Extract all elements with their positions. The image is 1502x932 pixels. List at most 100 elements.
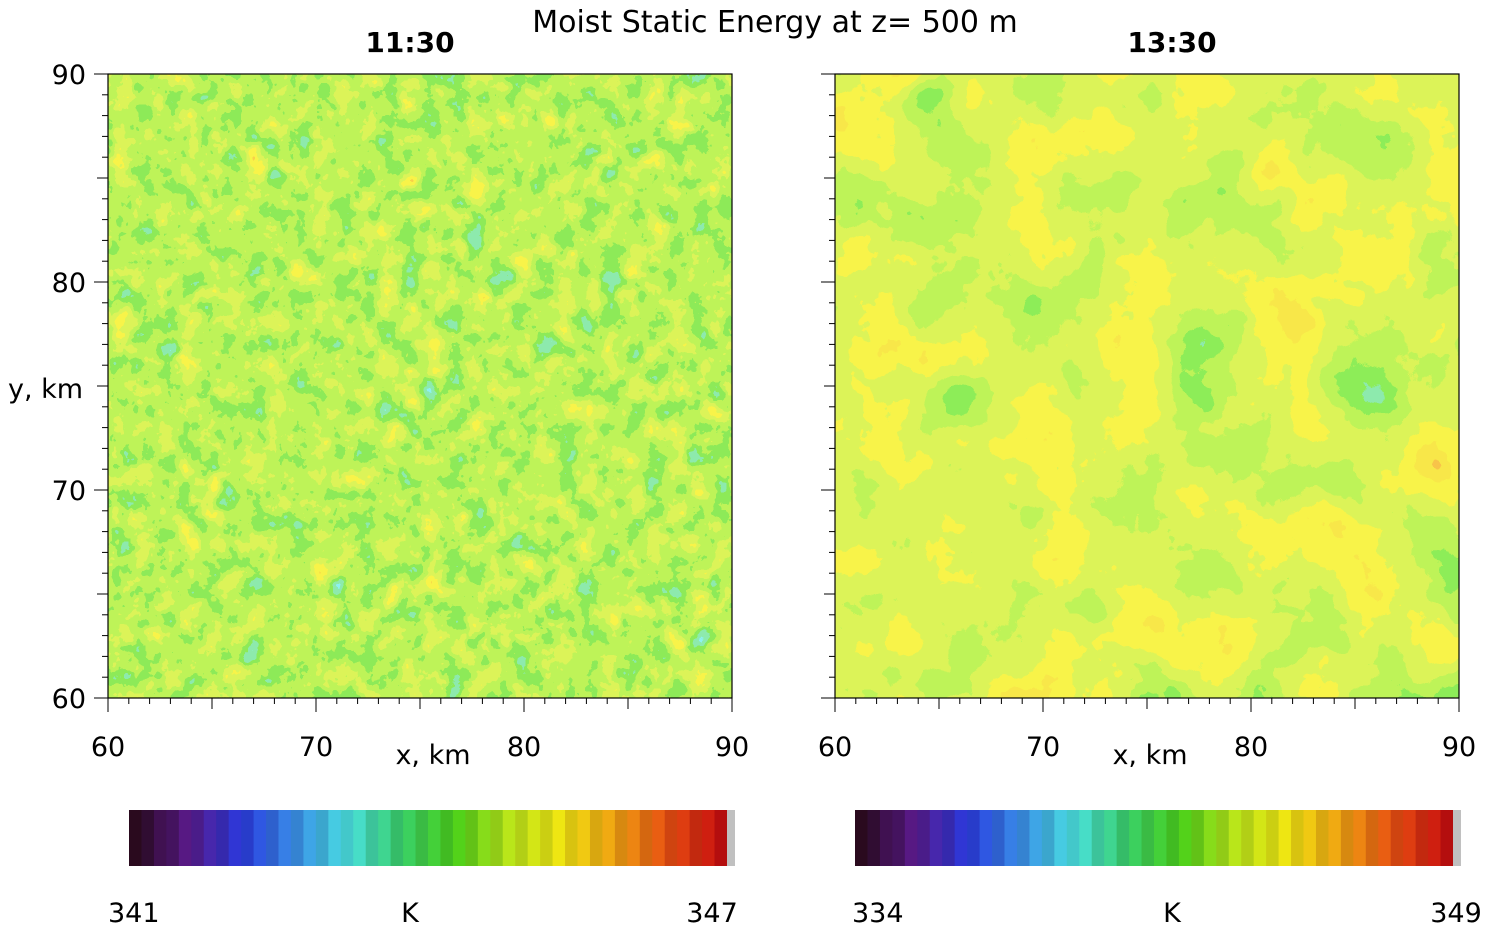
- x-tick-label: 60: [818, 732, 852, 763]
- colorbar-band: [1228, 810, 1242, 866]
- colorbar-band: [627, 810, 641, 866]
- colorbar-overflow: [1453, 810, 1461, 866]
- colorbar-band: [1353, 810, 1367, 866]
- colorbar-band: [452, 810, 466, 866]
- colorbar-band: [328, 810, 342, 866]
- colorbar-band: [1253, 810, 1267, 866]
- colorbar-band: [1154, 810, 1168, 866]
- colorbar-band: [867, 810, 881, 866]
- colorbar-band: [1303, 810, 1317, 866]
- colorbar-band: [967, 810, 981, 866]
- colorbar: 341 K 347: [108, 810, 738, 929]
- colorbar-band: [129, 810, 143, 866]
- colorbar-band: [1079, 810, 1093, 866]
- colorbar-band: [353, 810, 367, 866]
- colorbar-band: [855, 810, 869, 866]
- colorbar-band: [465, 810, 479, 866]
- colorbar-band: [929, 810, 943, 866]
- colorbar-band: [178, 810, 192, 866]
- colorbar-band: [440, 810, 454, 866]
- colorbar-band: [917, 810, 931, 866]
- colorbar-band: [303, 810, 317, 866]
- colorbar-band: [1278, 810, 1292, 866]
- colorbar-min-label: 334: [852, 898, 904, 929]
- colorbar-band: [652, 810, 666, 866]
- y-tick-label: 70: [52, 476, 86, 507]
- colorbar-band: [527, 810, 541, 866]
- colorbar-band: [1104, 810, 1118, 866]
- y-tick-label: 90: [52, 60, 86, 91]
- colorbar-band: [879, 810, 893, 866]
- colorbar-band: [565, 810, 579, 866]
- colorbar-band: [1054, 810, 1068, 866]
- colorbar-band: [390, 810, 404, 866]
- colorbar-band: [1315, 810, 1330, 866]
- colorbar-band: [689, 810, 703, 866]
- colorbar-band: [315, 810, 329, 866]
- panel-title: 13:30: [1127, 26, 1216, 59]
- colorbar-band: [552, 810, 566, 866]
- colorbar-band: [502, 810, 516, 866]
- colorbar-band: [614, 810, 628, 866]
- panel-title: 11:30: [365, 26, 454, 59]
- colorbar-band: [702, 810, 716, 866]
- colorbar-band: [1378, 810, 1392, 866]
- colorbar-band: [340, 810, 354, 866]
- x-tick-label: 90: [1442, 732, 1476, 763]
- colorbar-band: [490, 810, 504, 866]
- colorbar-band: [1166, 810, 1180, 866]
- colorbar-band: [979, 810, 993, 866]
- colorbar-band: [992, 810, 1006, 866]
- colorbar-band: [577, 810, 591, 866]
- colorbar-band: [1241, 810, 1255, 866]
- colorbar-band: [664, 810, 678, 866]
- colorbar-band: [403, 810, 417, 866]
- panel-2: 13:30 60 70 80 90 x, km 334 K 349: [818, 26, 1482, 929]
- colorbar-band: [365, 810, 379, 866]
- x-tick-label: 60: [91, 732, 125, 763]
- colorbar-band: [266, 810, 280, 866]
- colorbar-band: [892, 810, 906, 866]
- colorbar-band: [515, 810, 529, 866]
- y-tick-label: 60: [52, 684, 86, 715]
- colorbar-band: [1116, 810, 1130, 866]
- colorbar-band: [290, 810, 305, 866]
- y-axis-label: y, km: [8, 374, 83, 405]
- colorbar-band: [1415, 810, 1429, 866]
- colorbar-max-label: 349: [1430, 898, 1482, 929]
- colorbar-band: [228, 810, 242, 866]
- heatmap-field: [835, 74, 1459, 698]
- colorbar-band: [153, 810, 167, 866]
- colorbar-band: [1029, 810, 1043, 866]
- colorbar-band: [166, 810, 180, 866]
- colorbar-band: [415, 810, 429, 866]
- panel-1: 11:30 60 70 80 90 60 70 80 90 x, km y, km 341 K 347: [8, 26, 749, 929]
- colorbar-band: [1004, 810, 1018, 866]
- colorbar-min-label: 341: [108, 898, 160, 929]
- x-axis-label: x, km: [1112, 740, 1187, 771]
- colorbar-band: [1178, 810, 1192, 866]
- x-tick-label: 80: [1234, 732, 1268, 763]
- panels: 11:30 60 70 80 90 60 70 80 90 x, km y, km 341 K 347 13…: [8, 26, 1482, 929]
- colorbar-overflow: [727, 810, 735, 866]
- colorbar-band: [1203, 810, 1217, 866]
- colorbar-unit-label: K: [401, 898, 420, 929]
- colorbar-band: [253, 810, 267, 866]
- colorbar-band: [278, 810, 292, 866]
- colorbar-band: [191, 810, 205, 866]
- colorbar-band: [1016, 810, 1031, 866]
- colorbar-band: [1340, 810, 1354, 866]
- colorbar-band: [1440, 810, 1454, 866]
- colorbar-band: [1091, 810, 1105, 866]
- colorbar-band: [1141, 810, 1155, 866]
- colorbar-max-label: 347: [686, 898, 738, 929]
- colorbar-band: [1216, 810, 1230, 866]
- colorbar-band: [1328, 810, 1342, 866]
- colorbar-band: [589, 810, 604, 866]
- colorbar-band: [1066, 810, 1080, 866]
- colorbar-band: [602, 810, 616, 866]
- colorbar-band: [1129, 810, 1143, 866]
- colorbar-band: [954, 810, 968, 866]
- colorbar-unit-label: K: [1163, 898, 1182, 929]
